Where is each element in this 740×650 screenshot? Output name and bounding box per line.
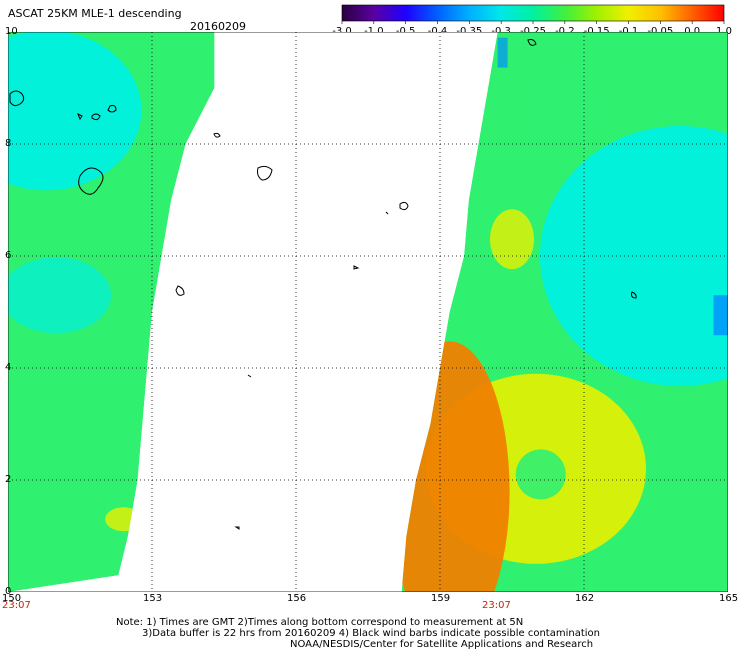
colorbar-label: -3.0 <box>332 26 352 37</box>
colorbar-label: -0.3 <box>491 26 511 37</box>
island-outline <box>257 165 273 181</box>
island-outline <box>78 167 104 195</box>
y-tick-label: 2 <box>5 474 12 485</box>
island-outline <box>631 291 637 299</box>
island-outline <box>399 201 409 211</box>
island-outline <box>107 105 117 113</box>
map-title: ASCAT 25KM MLE-1 descending <box>8 7 182 20</box>
left-swath <box>8 32 215 592</box>
colorbar-gradient <box>341 4 725 22</box>
time-label-right: 23:07 <box>482 600 511 611</box>
island-outline <box>91 113 101 121</box>
island-outlines <box>9 39 637 530</box>
island-outline <box>527 39 537 46</box>
island-outline <box>353 265 360 270</box>
map-date: 20160209 <box>190 20 246 33</box>
island-outline <box>9 90 25 107</box>
colorbar-label: 1.0 <box>716 26 732 37</box>
time-label-left: 23:07 <box>2 600 31 611</box>
colorbar-label: -0.25 <box>520 26 546 37</box>
island-outline <box>175 285 185 296</box>
x-tick-label: 156 <box>287 593 307 604</box>
x-tick-label: 150 <box>2 593 22 604</box>
colorbar-label: -0.4 <box>428 26 448 37</box>
x-tick-label: 153 <box>143 593 163 604</box>
colorbar-label: -0.1 <box>619 26 639 37</box>
colorbar-label: -0.2 <box>555 26 575 37</box>
note-line-2: 3)Data buffer is 22 hrs from 20160209 4)… <box>142 628 600 639</box>
y-tick-label: 0 <box>5 586 12 597</box>
island-outline <box>213 132 221 138</box>
note-line-1: Note: 1) Times are GMT 2)Times along bot… <box>116 617 524 628</box>
map-plot <box>8 32 728 592</box>
island-outline <box>247 374 252 378</box>
colorbar-label: 0.0 <box>684 26 700 37</box>
island-outline <box>77 112 83 121</box>
y-tick-label: 6 <box>5 250 12 261</box>
x-tick-label: 162 <box>575 593 595 604</box>
colorbar-label: -0.15 <box>584 26 610 37</box>
x-tick-label: 159 <box>431 593 451 604</box>
y-tick-label: 8 <box>5 138 12 149</box>
x-tick-label: 165 <box>719 593 739 604</box>
colorbar-labels: -3.0 -1.0 -0.5 -0.4 -0.35 -0.3 -0.25 -0.2 -0.15-… <box>332 21 732 37</box>
colorbar-label: -0.5 <box>396 26 416 37</box>
colorbar-label: -0.05 <box>647 26 673 37</box>
colorbar-swatches <box>341 4 725 22</box>
y-tick-label: 4 <box>5 362 12 373</box>
map-grid <box>8 32 728 592</box>
island-outline <box>234 526 240 530</box>
note-line-3: NOAA/NESDIS/Center for Satellite Applica… <box>290 639 594 650</box>
colorbar-label: -1.0 <box>364 26 384 37</box>
island-outline <box>385 211 389 215</box>
colorbar: -3.0 -1.0 -0.5 -0.4 -0.35 -0.3 -0.25 -0.2 -0.15-… <box>332 4 732 37</box>
y-tick-label: 10 <box>5 26 18 37</box>
colorbar-label: -0.35 <box>456 26 482 37</box>
